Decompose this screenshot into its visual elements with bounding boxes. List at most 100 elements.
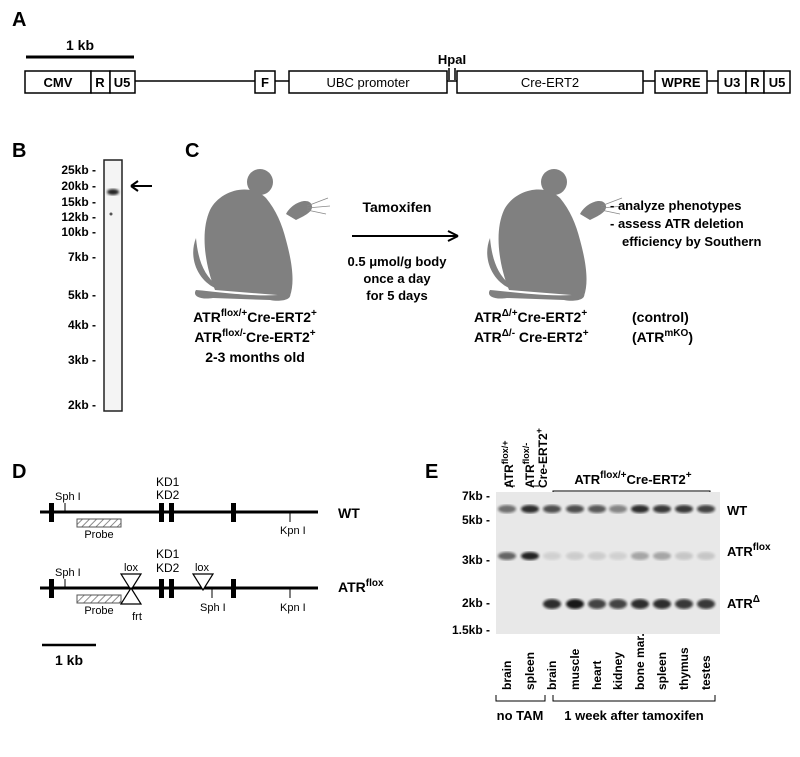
box-wpre: WPRE [654,70,708,94]
outcome-2: - assess ATR deletion [610,216,744,231]
box-cmv: CMV [24,70,92,94]
band-deleted [653,599,671,609]
band-flox [588,552,606,560]
marker-label-b: 15kb - [61,195,96,209]
band-del-label: ATRΔ [727,594,760,611]
dose-line-1: 0.5 μmol/g body [348,254,448,269]
panel-e-letter: E [425,461,438,483]
band-flox [675,552,693,560]
band-flox [631,552,649,560]
band-flox [498,552,516,560]
svg-text:Cre-ERT2: Cre-ERT2 [521,75,579,90]
genotype-right-1: ATRΔ/+Cre-ERT2+ [474,308,587,325]
band-flox [697,552,715,560]
mouse-icon-left [193,169,313,301]
marker-label-b: 3kb - [68,353,96,367]
lane-header-flox-minus: ATRflox/- [521,443,537,488]
panel-c-letter: C [185,140,199,162]
marker-label-b: 10kb - [61,225,96,239]
dose-line-3: for 5 days [366,288,427,303]
dose-line-2: once a day [363,271,431,286]
tamoxifen-label: Tamoxifen [363,199,432,215]
band-flox [566,552,584,560]
hpai-label: HpaI [438,52,466,67]
panel-b-letter: B [12,140,26,162]
band-wt [609,505,627,513]
outcome-1: - analyze phenotypes [610,198,741,213]
gel-image-e [496,492,720,634]
svg-text:F: F [261,75,269,90]
lox-label-1: lox [124,562,139,574]
box-ubc-promoter: UBC promoter [288,70,448,94]
flox-kd1: KD1 [156,547,180,561]
treatment-arrow [352,230,459,242]
band-wt [631,505,649,513]
band-deleted [675,599,693,609]
band-deleted [609,599,627,609]
lox-triangle-2 [191,573,215,592]
blot-strip-b [103,159,123,412]
group-label-no-tam: no TAM [497,708,544,723]
marker-label-b: 5kb - [68,288,96,302]
wt-kd1: KD1 [156,475,180,489]
genotype-left-2: ATRflox/-Cre-ERT2+ [194,328,315,345]
wt-kd2: KD2 [156,488,180,502]
marker-label-e: 3kb - [462,553,490,567]
svg-text:U3: U3 [724,75,741,90]
marker-label-b: 7kb - [68,250,96,264]
group-bracket-tam [552,695,716,702]
lox-triangle-1 [119,573,143,592]
lane-label: brain [500,661,514,690]
marker-label-e: 1.5kb - [452,623,490,637]
note-mko: (ATRmKO) [632,328,693,345]
marker-label-b: 2kb - [68,398,96,412]
band-deleted [566,599,584,609]
band-flox-label: ATRflox [727,542,771,559]
band-wt [675,505,693,513]
band-wt [543,505,561,513]
svg-text:U5: U5 [769,75,786,90]
lane-label: spleen [523,652,537,690]
marker-label-e: 5kb - [462,513,490,527]
blot-band-b [107,189,119,195]
box-r-right: R [745,70,765,94]
lane-header-flox-plus: ATRflox/+ [500,440,516,488]
flox-sph-right: Sph I [200,602,226,614]
lane-header-flox-minus-cre: Cre-ERT2+ [534,428,550,488]
panel-b: B 25kb - 20kb - 15kb -12kb -10kb - 7kb - 5kb… [12,140,152,412]
group-bracket-no-tam [495,695,546,702]
lane-labels-e: brain spleen brain muscle heart kidney bone ma… [500,633,713,690]
scale-label-d: 1 kb [55,652,83,668]
box-r-left: R [90,70,111,94]
band-flox [521,552,539,560]
panel-a-letter: A [12,9,26,31]
svg-text:WPRE: WPRE [662,75,701,90]
lane-label: kidney [611,652,625,690]
wt-probe-box [76,518,122,528]
genotype-right-2: ATRΔ/- Cre-ERT2+ [474,328,589,345]
band-deleted [631,599,649,609]
group-label-tam: 1 week after tamoxifen [564,708,704,723]
flox-probe-box [76,594,122,604]
svg-text:U5: U5 [114,75,131,90]
svg-text:R: R [95,75,105,90]
lane-label: muscle [568,648,582,690]
mouse-icon-right [487,169,607,301]
panel-a: A 1 kb HpaI CMV R U5 F UBC promoter Cre-… [12,9,791,94]
lox-label-2: lox [195,562,210,574]
panel-c: C Tamoxifen 0.5 μmol/g body once [185,140,761,365]
band-deleted [697,599,715,609]
flox-kd2: KD2 [156,561,180,575]
band-deleted [543,599,561,609]
marker-label-b: 4kb - [68,318,96,332]
markers-e: 7kb - 5kb - 3kb - 2kb - 1.5kb - [452,489,490,637]
note-control: (control) [632,309,689,325]
wt-probe-label: Probe [84,529,113,541]
lane-label: heart [590,661,604,690]
box-u5-left: U5 [109,70,136,94]
band-wt-label: WT [727,503,747,518]
band-wt [588,505,606,513]
flox-kpn: Kpn I [280,602,306,614]
box-u5-right: U5 [763,70,791,94]
